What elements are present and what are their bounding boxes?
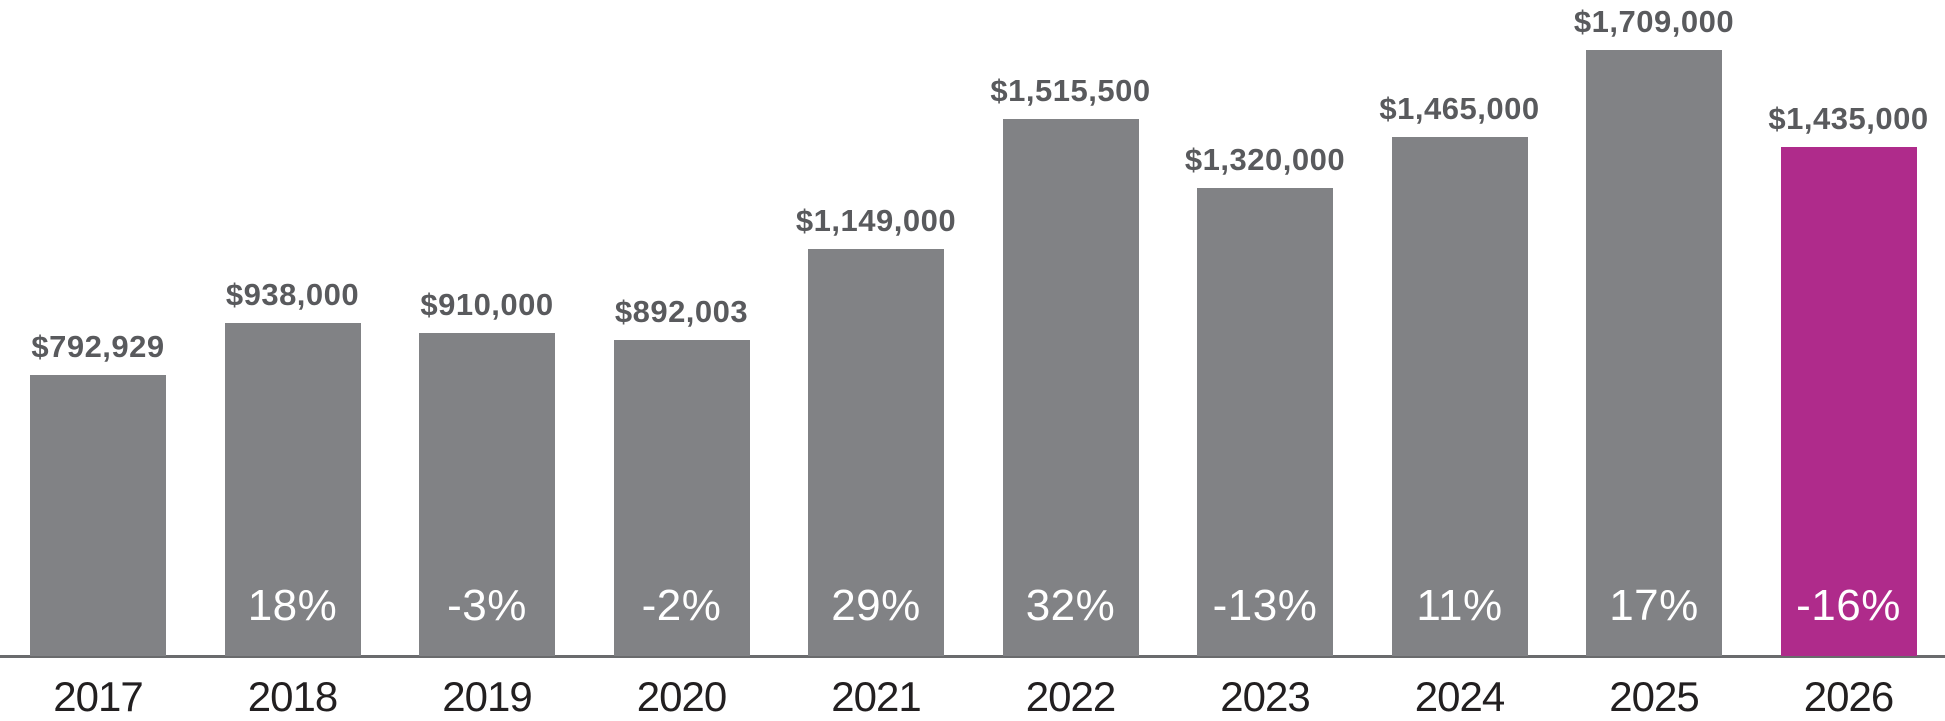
bar-pct-change-label: 18% [247,581,338,630]
bar-value-label: $1,515,500 [990,73,1151,108]
bar-group-2022: $1,515,500 32% [990,0,1150,721]
x-axis-tick-label-2020: 2020 [636,673,727,720]
bar-value-label: $1,149,000 [795,203,957,238]
bar-2022[interactable]: 32% [1002,119,1139,656]
bar-2024[interactable]: 11% [1391,137,1528,656]
bar-2025[interactable]: 17% [1586,50,1722,656]
x-axis-tick-label-2018: 2018 [247,673,338,720]
bar-value-label: $1,435,000 [1768,101,1929,136]
x-axis-tick-label-2023: 2023 [1220,673,1310,720]
bar-pct-change-label: -2% [641,581,722,630]
bar-value-label: $938,000 [225,277,360,312]
x-axis-tick-label-2019: 2019 [442,673,532,720]
bar-2023[interactable]: -13% [1197,188,1333,656]
bar-value-label: $1,709,000 [1573,4,1735,39]
bar-2019[interactable]: -3% [419,333,555,656]
bar-2017[interactable] [30,375,166,656]
bar-group-2018: $938,000 18% [224,0,361,721]
bar-group-2019: $910,000 -3% [419,0,555,721]
bar-pct-change-label: 11% [1416,581,1503,630]
bar-value-label: $792,929 [31,329,165,364]
bar-value-label: $1,320,000 [1184,142,1346,177]
x-axis-tick-label-2017: 2017 [53,673,143,720]
bar-pct-change-label: 29% [831,581,921,630]
bar-group-2021: $1,149,000 29% [796,0,956,721]
x-axis-tick-label-2021: 2021 [831,673,921,720]
x-axis-tick-label-2026: 2026 [1803,673,1894,720]
bar-value-label: $910,000 [420,287,554,322]
bar-2026-highlighted[interactable]: -16% [1780,147,1917,656]
bar-pct-change-label: 17% [1609,581,1699,630]
bar-2018[interactable]: 18% [224,323,361,656]
bar-pct-change-label: 32% [1025,581,1116,630]
bar-pct-change-label: -13% [1212,581,1318,630]
bar-pct-change-label: -3% [447,581,527,630]
x-axis-tick-label-2022: 2022 [1025,673,1116,720]
bar-group-2025: $1,709,000 17% [1574,0,1734,721]
bar-value-label: $1,465,000 [1379,91,1540,126]
bar-2020[interactable]: -2% [613,340,750,656]
x-axis-tick-label-2025: 2025 [1609,673,1699,720]
bar-2021[interactable]: 29% [808,249,944,656]
bar-group-2023: $1,320,000 -13% [1185,0,1345,721]
x-axis-line [0,655,1945,658]
bar-group-2017: $792,929 [30,0,166,721]
x-axis-tick-label-2024: 2024 [1414,673,1505,720]
bar-group-2024: $1,465,000 11% [1379,0,1539,721]
bar-pct-change-label: -16% [1796,581,1901,630]
bar-value-label: $892,003 [614,294,749,329]
bar-group-2020: $892,003 -2% [613,0,750,721]
bar-group-2026: $1,435,000 -16% [1768,0,1928,721]
